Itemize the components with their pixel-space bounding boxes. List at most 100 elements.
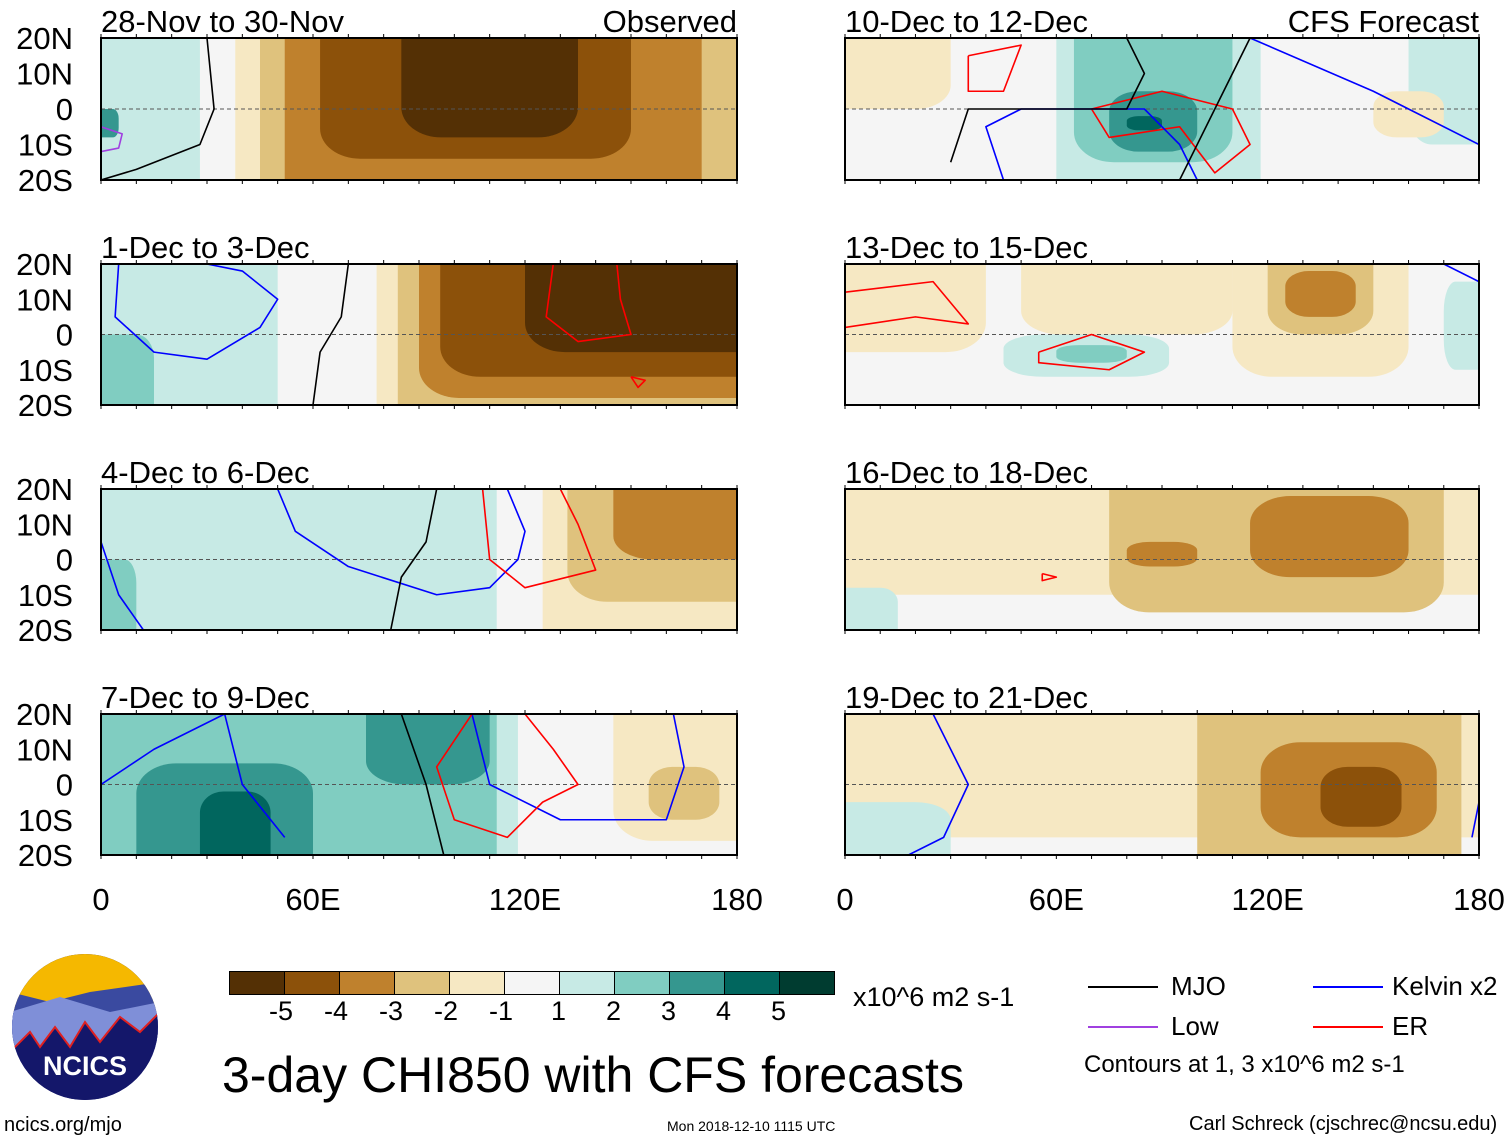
lat-label: 20S <box>18 163 73 198</box>
lat-label: 20S <box>18 838 73 873</box>
colorbar-swatch <box>395 972 450 994</box>
lat-label: 10S <box>18 128 73 163</box>
kelvin-contour <box>471 714 685 821</box>
panel-title: 19-Dec to 21-Dec <box>845 680 1088 715</box>
anomaly-region <box>1126 541 1198 567</box>
colorbar-swatch <box>780 972 834 994</box>
lat-label: 20N <box>16 21 73 56</box>
panel-title: 10-Dec to 12-Dec <box>845 4 1088 39</box>
legend-er-label: ER <box>1392 1011 1429 1041</box>
er-contour <box>1041 572 1058 582</box>
mjo-contour <box>949 38 1146 163</box>
er-contour <box>435 714 579 839</box>
kelvin-contour <box>114 264 279 360</box>
er-contour <box>967 44 1022 93</box>
map-panels: 28-Nov to 30-Nov Observed20N10N010S20S1-D… <box>16 4 1505 917</box>
colorbar-swatch <box>670 972 725 994</box>
colorbar-tick-label: -3 <box>379 996 404 1026</box>
kelvin-contour <box>276 489 526 596</box>
lat-label: 0 <box>56 768 73 803</box>
kelvin-contour <box>223 714 286 838</box>
low-contour <box>101 125 123 153</box>
kelvin-contour <box>101 714 226 786</box>
figure-title: 3-day CHI850 with CFS forecasts <box>222 1047 964 1103</box>
lat-label: 10S <box>18 353 73 388</box>
anomaly-region <box>1285 271 1356 317</box>
credit: Carl Schreck (cjschrec@ncsu.edu) <box>1189 1113 1498 1135</box>
panel-source-header: Observed <box>603 4 737 39</box>
anomaly-region <box>845 264 986 353</box>
anomaly-region <box>101 109 119 138</box>
colorbar-tick-label: 1 <box>551 996 567 1026</box>
kelvin-contour <box>908 714 970 855</box>
timestamp: Mon 2018-12-10 1115 UTC <box>667 1118 836 1134</box>
kelvin-contour <box>1249 38 1479 146</box>
lat-label: 20N <box>16 247 73 282</box>
anomaly-region <box>366 714 490 785</box>
panel-source-header: CFS Forecast <box>1288 4 1480 39</box>
lat-label: 10S <box>18 578 73 613</box>
logo-text: NCICS <box>43 1051 127 1081</box>
anomaly-region <box>1250 496 1409 578</box>
anomaly-region <box>845 802 951 855</box>
lon-label: 120E <box>1231 882 1303 917</box>
mjo-contour <box>101 38 215 180</box>
lat-label: 10N <box>16 57 73 92</box>
map-panel: 19-Dec to 21-Dec 0 60E 120E 180 <box>836 680 1504 917</box>
lon-label: 0 <box>836 882 853 917</box>
lat-label: 10S <box>18 803 73 838</box>
anomaly-region <box>525 264 737 353</box>
legend-kelvin-label: Kelvin x2 <box>1392 971 1498 1001</box>
lat-label: 10N <box>16 507 73 542</box>
anomaly-region <box>1126 116 1162 131</box>
lon-label: 180 <box>711 882 763 917</box>
lon-label: 120E <box>489 882 561 917</box>
anomaly-region <box>199 791 271 855</box>
colorbar-tick-label: 5 <box>771 996 787 1026</box>
kelvin-contour <box>1471 801 1479 838</box>
er-contour <box>1037 333 1146 371</box>
anomaly-region <box>101 334 154 405</box>
lat-label: 10N <box>16 732 73 767</box>
panel-title: 4-Dec to 6-Dec <box>101 455 309 490</box>
lat-label: 10N <box>16 282 73 317</box>
colorbar-swatch <box>450 972 505 994</box>
mjo-contour <box>400 714 445 855</box>
er-contour <box>845 280 970 329</box>
anomaly-region <box>845 587 898 630</box>
units-label: x10^6 m2 s-1 <box>853 982 1015 1012</box>
legend-er-line <box>1313 1026 1383 1028</box>
panel-title: 1-Dec to 3-Dec <box>101 230 309 265</box>
anomaly-region <box>1320 766 1402 827</box>
colorbar-tick-label: -5 <box>269 996 294 1026</box>
er-contour <box>481 489 597 589</box>
colorbar-swatch <box>725 972 780 994</box>
anomaly-region <box>401 38 578 138</box>
map-panel: 13-Dec to 15-Dec <box>844 230 1480 409</box>
kelvin-contour <box>101 541 145 630</box>
ncics-logo: NCICS <box>12 954 158 1100</box>
legend-mjo-line <box>1088 986 1158 988</box>
lat-label: 0 <box>56 92 73 127</box>
mjo-contour <box>312 264 350 405</box>
mjo-contour <box>1178 38 1251 180</box>
lat-label: 0 <box>56 318 73 353</box>
panel-title: 7-Dec to 9-Dec <box>101 680 309 715</box>
lat-label: 20N <box>16 472 73 507</box>
panel-title: 16-Dec to 18-Dec <box>845 455 1088 490</box>
anomaly-region <box>1021 264 1233 335</box>
lon-label: 0 <box>92 882 109 917</box>
legend-low-line <box>1088 1026 1158 1028</box>
legend-mjo-label: MJO <box>1171 971 1226 1001</box>
er-contour <box>630 376 646 389</box>
map-panel: 16-Dec to 18-Dec <box>844 455 1480 634</box>
lat-label: 0 <box>56 543 73 578</box>
colorbar-swatch <box>340 972 395 994</box>
anomaly-region <box>1056 345 1127 363</box>
panel-title: 28-Nov to 30-Nov <box>101 4 344 39</box>
anomaly-region <box>648 766 720 820</box>
colorbar-swatch <box>285 972 340 994</box>
